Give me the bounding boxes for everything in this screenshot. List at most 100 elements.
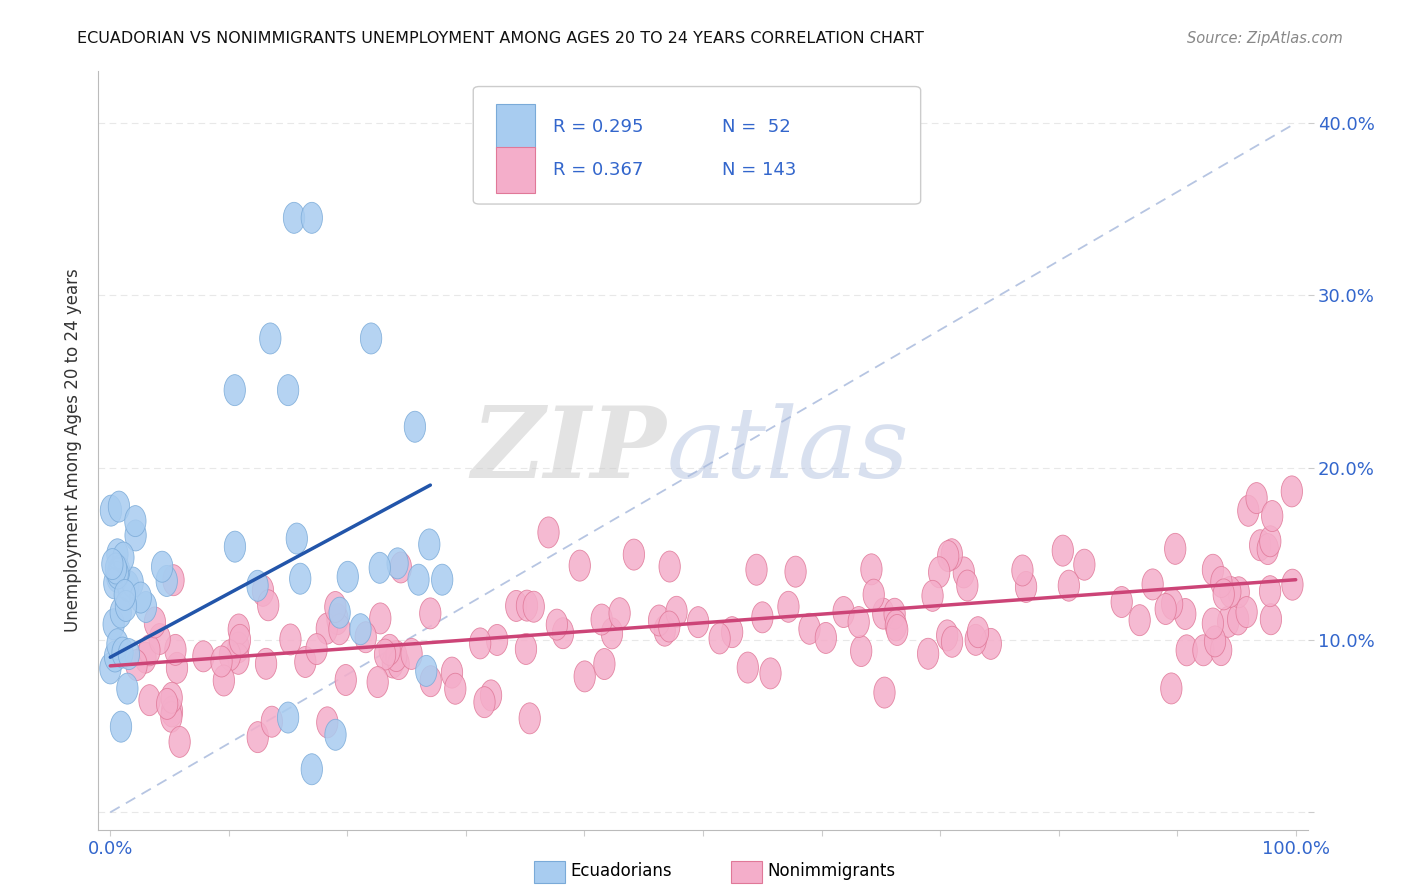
Ellipse shape xyxy=(107,561,128,592)
Ellipse shape xyxy=(481,680,502,711)
Ellipse shape xyxy=(1111,587,1132,617)
Ellipse shape xyxy=(659,551,681,582)
Ellipse shape xyxy=(117,673,138,704)
Ellipse shape xyxy=(1202,608,1223,639)
Ellipse shape xyxy=(936,620,957,651)
Ellipse shape xyxy=(385,640,406,672)
Ellipse shape xyxy=(1059,570,1080,601)
Ellipse shape xyxy=(918,639,939,669)
Ellipse shape xyxy=(1260,525,1281,557)
Ellipse shape xyxy=(737,652,758,683)
Ellipse shape xyxy=(860,554,882,585)
Ellipse shape xyxy=(107,558,128,589)
Text: N = 143: N = 143 xyxy=(723,161,797,179)
Ellipse shape xyxy=(382,647,404,678)
Ellipse shape xyxy=(405,411,426,442)
Ellipse shape xyxy=(648,605,669,636)
Ellipse shape xyxy=(815,623,837,654)
Ellipse shape xyxy=(262,706,283,737)
Ellipse shape xyxy=(602,618,623,648)
Ellipse shape xyxy=(759,658,782,689)
Ellipse shape xyxy=(247,570,269,601)
Ellipse shape xyxy=(107,629,128,660)
Ellipse shape xyxy=(100,653,121,684)
Text: Ecuadorians: Ecuadorians xyxy=(571,863,672,880)
Ellipse shape xyxy=(967,616,988,648)
Ellipse shape xyxy=(374,639,395,670)
Ellipse shape xyxy=(1161,589,1182,619)
Ellipse shape xyxy=(114,580,135,610)
Ellipse shape xyxy=(162,696,183,727)
Ellipse shape xyxy=(416,656,437,687)
Ellipse shape xyxy=(1012,555,1033,586)
Ellipse shape xyxy=(387,548,408,579)
Ellipse shape xyxy=(922,581,943,611)
Text: Nonimmigrants: Nonimmigrants xyxy=(768,863,896,880)
Ellipse shape xyxy=(125,506,146,537)
Ellipse shape xyxy=(401,639,422,669)
Ellipse shape xyxy=(277,702,298,733)
Ellipse shape xyxy=(1257,533,1278,565)
Ellipse shape xyxy=(391,552,412,583)
Ellipse shape xyxy=(139,635,160,665)
Ellipse shape xyxy=(118,639,139,670)
Ellipse shape xyxy=(115,591,136,622)
Ellipse shape xyxy=(307,633,328,665)
Ellipse shape xyxy=(228,632,249,663)
Ellipse shape xyxy=(122,567,143,598)
Ellipse shape xyxy=(103,608,124,640)
Ellipse shape xyxy=(486,624,508,656)
Ellipse shape xyxy=(569,550,591,581)
Ellipse shape xyxy=(225,531,246,562)
Ellipse shape xyxy=(360,323,382,354)
Ellipse shape xyxy=(538,517,560,548)
Ellipse shape xyxy=(1052,535,1073,566)
Ellipse shape xyxy=(516,591,537,621)
Ellipse shape xyxy=(101,549,124,580)
Ellipse shape xyxy=(1074,549,1095,580)
Ellipse shape xyxy=(228,643,249,674)
Ellipse shape xyxy=(658,611,681,642)
Text: Source: ZipAtlas.com: Source: ZipAtlas.com xyxy=(1187,31,1343,46)
Ellipse shape xyxy=(574,661,595,692)
Ellipse shape xyxy=(131,582,152,613)
Ellipse shape xyxy=(1282,569,1303,600)
Ellipse shape xyxy=(329,597,350,628)
Ellipse shape xyxy=(104,641,125,672)
Ellipse shape xyxy=(329,614,350,645)
Ellipse shape xyxy=(886,610,907,640)
Ellipse shape xyxy=(474,687,495,718)
Ellipse shape xyxy=(553,618,574,648)
Ellipse shape xyxy=(591,604,612,635)
Ellipse shape xyxy=(110,597,131,628)
Ellipse shape xyxy=(851,635,872,666)
Ellipse shape xyxy=(1227,577,1250,607)
Ellipse shape xyxy=(156,566,177,597)
Ellipse shape xyxy=(367,666,388,698)
Ellipse shape xyxy=(752,602,773,632)
Ellipse shape xyxy=(516,633,537,665)
Ellipse shape xyxy=(419,598,441,629)
Ellipse shape xyxy=(1219,576,1241,607)
Ellipse shape xyxy=(277,375,298,406)
Ellipse shape xyxy=(252,575,274,607)
Ellipse shape xyxy=(593,648,614,680)
Ellipse shape xyxy=(863,579,884,610)
Ellipse shape xyxy=(229,624,250,656)
Ellipse shape xyxy=(956,570,979,601)
Ellipse shape xyxy=(326,604,349,634)
Ellipse shape xyxy=(1161,673,1182,704)
Ellipse shape xyxy=(287,523,308,554)
Ellipse shape xyxy=(884,599,905,629)
Ellipse shape xyxy=(325,719,346,750)
Ellipse shape xyxy=(941,539,963,570)
Ellipse shape xyxy=(301,754,322,785)
Ellipse shape xyxy=(1218,607,1239,638)
Text: ECUADORIAN VS NONIMMIGRANTS UNEMPLOYMENT AMONG AGES 20 TO 24 YEARS CORRELATION C: ECUADORIAN VS NONIMMIGRANTS UNEMPLOYMENT… xyxy=(77,31,924,46)
Ellipse shape xyxy=(228,614,249,645)
Ellipse shape xyxy=(1250,530,1271,561)
Ellipse shape xyxy=(1260,604,1282,635)
Ellipse shape xyxy=(938,541,959,572)
Ellipse shape xyxy=(1174,599,1197,630)
Ellipse shape xyxy=(118,571,139,601)
